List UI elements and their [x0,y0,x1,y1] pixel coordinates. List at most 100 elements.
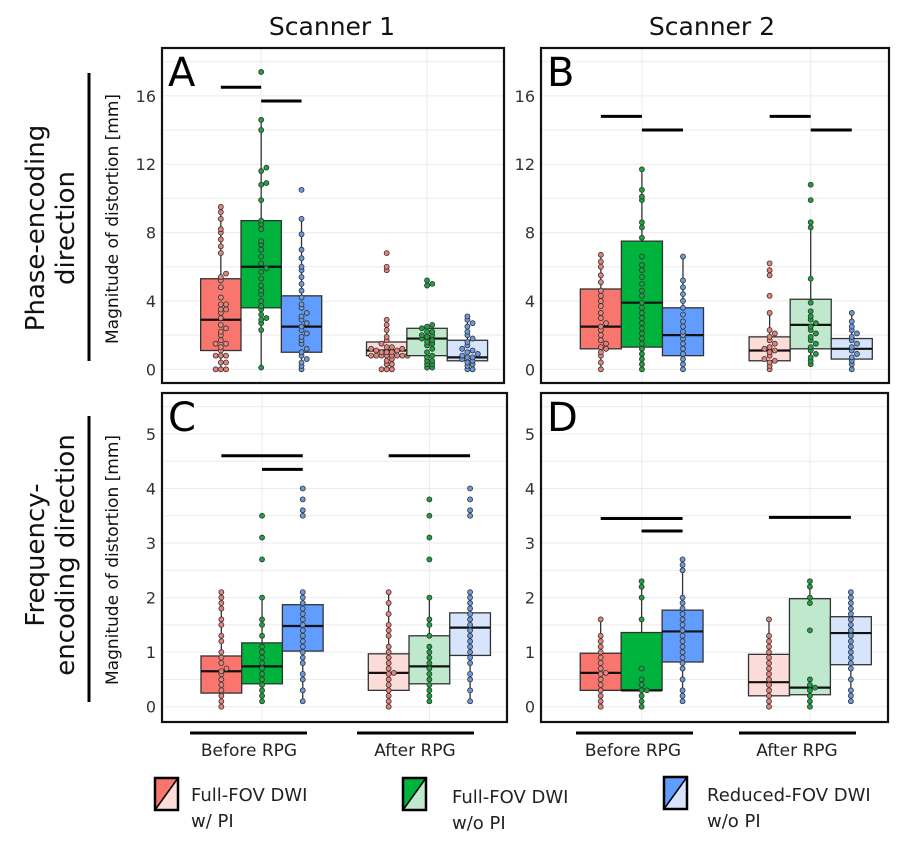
data-point [259,534,265,541]
data-point [766,638,772,645]
data-point [679,621,686,628]
data-point [679,643,686,650]
data-point [639,340,645,347]
data-point [426,512,433,519]
data-point [298,216,305,222]
data-point [639,166,645,173]
data-point [639,325,645,332]
data-point [847,621,854,628]
data-point [388,361,395,368]
data-point [223,340,229,347]
data-point [603,345,609,352]
data-point [639,274,645,280]
data-point [259,698,265,705]
data-point [426,621,433,628]
data-point [469,366,476,373]
data-point [385,660,392,666]
data-point [258,116,265,123]
data-point [258,303,265,309]
data-point [766,292,773,299]
data-point [258,316,265,323]
data-point [597,359,604,366]
data-point [298,231,305,238]
panel-frame [160,391,509,724]
data-point [218,703,225,710]
data-point [299,621,306,628]
data-point [426,692,433,699]
data-point [679,611,686,617]
data-point [807,600,813,606]
data-point [766,654,772,661]
data-point [217,328,224,335]
data-point [390,669,397,676]
data-point [298,333,305,340]
data-point [383,316,390,323]
data-point [807,578,813,585]
data-point [766,359,773,366]
data-point [680,351,686,357]
data-point [597,332,604,339]
data-point [597,366,604,373]
data-point [299,632,306,639]
data-point [426,687,433,694]
data-point [424,349,430,356]
data-point [597,681,604,688]
data-point [639,330,645,337]
y-tick-label: 5 [525,425,535,444]
legend-label-line1: Reduced-FOV DWI [707,785,871,806]
data-point [424,328,430,335]
data-point [680,311,686,318]
data-point [258,364,265,371]
legend-swatch-frame [662,775,689,811]
data-point [639,351,645,357]
data-point [299,611,306,617]
data-point [680,284,686,291]
data-point [638,681,645,688]
data-point [766,649,772,656]
panel-c: 0 1 2 3 4 5 C [146,391,509,724]
data-point [848,310,855,316]
data-point [464,313,471,320]
row-title-phase: Phase-encoding direction [21,125,81,331]
data-point [258,217,265,224]
data-point [597,287,604,294]
data-point [218,605,225,612]
data-point [429,321,436,328]
data-point [223,325,229,332]
data-point [217,226,224,233]
data-point [467,589,473,596]
data-point [467,676,473,683]
data-point [368,345,374,352]
data-point [299,676,306,683]
data-point [218,632,225,639]
data-point [766,676,772,683]
row-title-frequency-line1: Frequency- [21,483,51,626]
data-point [679,616,686,623]
data-point [597,687,604,694]
data-point [847,698,854,705]
data-point [469,347,476,354]
data-point [258,253,265,260]
y-tick-label: 4 [525,292,535,311]
legend-label-line2: w/o PI [707,811,761,832]
data-point [217,352,224,359]
data-point [847,627,854,634]
data-point [771,347,778,354]
data-point [680,345,686,352]
data-point [679,692,686,699]
data-point [469,320,476,327]
data-point [807,627,813,634]
row-title-phase-line2: direction [51,171,81,285]
data-point [429,337,436,344]
data-point [259,649,265,656]
data-point [597,272,604,279]
legend-label-line2: w/o PI [452,813,506,834]
data-point [597,698,604,705]
data-point [638,578,645,585]
y-tick-label: 1 [146,643,156,662]
data-point [259,665,265,672]
data-point [298,323,305,330]
data-point [263,180,270,186]
data-point [597,676,604,683]
